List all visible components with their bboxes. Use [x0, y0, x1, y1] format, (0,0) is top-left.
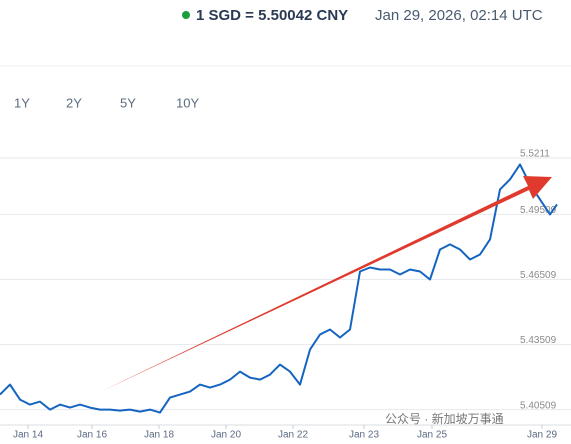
range-button[interactable]: 5Y [120, 95, 136, 110]
y-tick-label: 5.46509 [520, 270, 557, 281]
range-button[interactable]: 2Y [66, 95, 82, 110]
y-tick-label: 5.5211 [520, 149, 550, 160]
x-tick-label: Jan 22 [278, 430, 308, 441]
y-tick-label: 5.49509 [520, 205, 557, 216]
x-tick-label: Jan 23 [349, 430, 379, 441]
x-tick-label: Jan 14 [13, 430, 43, 441]
x-tick-label: Jan 20 [211, 430, 241, 441]
y-tick-label: 5.40509 [520, 400, 557, 411]
x-tick-label: Jan 29 [527, 430, 557, 441]
price-line [0, 163, 558, 414]
x-tick-label: Jan 25 [417, 430, 447, 441]
x-tick-label: Jan 18 [144, 430, 174, 441]
plot: 5.40509 5.43509 5.46509 5.49509 5.5211 Jan 14… [0, 149, 571, 441]
x-tick-label: Jan 16 [77, 430, 107, 441]
trend-arrow [100, 176, 552, 392]
range-button[interactable]: 1Y [14, 95, 30, 110]
range-button[interactable]: 10Y [176, 95, 199, 110]
watermark: 公众号 · 新加坡万事通 [385, 411, 504, 426]
rate: 1 SGD = 5.50042 CNY [196, 7, 348, 24]
y-tick-label: 5.43509 [520, 335, 557, 346]
status-dot [182, 11, 190, 19]
timestamp: Jan 29, 2026, 02:14 UTC [375, 7, 543, 24]
